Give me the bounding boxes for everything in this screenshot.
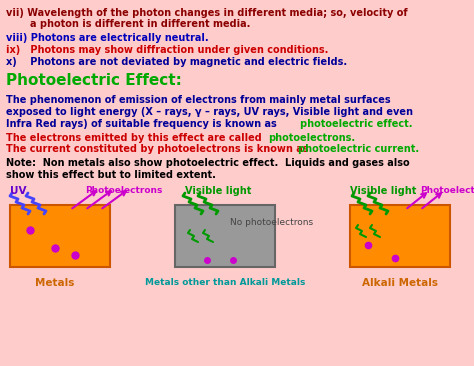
Text: viii) Photons are electrically neutral.: viii) Photons are electrically neutral. [6, 33, 209, 43]
Text: The electrons emitted by this effect are called: The electrons emitted by this effect are… [6, 133, 262, 143]
Text: photoelectric current.: photoelectric current. [298, 144, 419, 154]
Text: photoelectric effect.: photoelectric effect. [300, 119, 412, 129]
Text: Metals other than Alkali Metals: Metals other than Alkali Metals [145, 278, 305, 287]
Text: Photoelectrons: Photoelectrons [420, 186, 474, 195]
Text: No photoelectrons: No photoelectrons [230, 218, 313, 227]
Bar [175, 205, 275, 267]
Text: Infra Red rays) of suitable frequency is known as: Infra Red rays) of suitable frequency is… [6, 119, 277, 129]
Text: The current constituted by photoelectrons is known as: The current constituted by photoelectron… [6, 144, 309, 154]
Text: show this effect but to limited extent.: show this effect but to limited extent. [6, 170, 216, 180]
Text: Note:  Non metals also show photoelectric effect.  Liquids and gases also: Note: Non metals also show photoelectric… [6, 158, 410, 168]
Bar [10, 205, 110, 267]
Text: exposed to light energy (X – rays, γ – rays, UV rays, Visible light and even: exposed to light energy (X – rays, γ – r… [6, 107, 413, 117]
Text: UV: UV [10, 186, 27, 196]
Bar [350, 205, 450, 267]
Text: photoelectrons.: photoelectrons. [268, 133, 355, 143]
Text: Photoelectrons: Photoelectrons [85, 186, 163, 195]
Text: a photon is different in different media.: a photon is different in different media… [30, 19, 250, 29]
Text: Visible light: Visible light [185, 186, 251, 196]
Text: Alkali Metals: Alkali Metals [362, 278, 438, 288]
Text: x)    Photons are not deviated by magnetic and electric fields.: x) Photons are not deviated by magnetic … [6, 57, 347, 67]
Text: Metals: Metals [35, 278, 75, 288]
Text: vii) Wavelength of the photon changes in different media; so, velocity of: vii) Wavelength of the photon changes in… [6, 8, 408, 18]
Text: Visible light: Visible light [350, 186, 416, 196]
Text: Photoelectric Effect:: Photoelectric Effect: [6, 73, 182, 88]
Text: The phenomenon of emission of electrons from mainly metal surfaces: The phenomenon of emission of electrons … [6, 95, 391, 105]
Text: ix)   Photons may show diffraction under given conditions.: ix) Photons may show diffraction under g… [6, 45, 328, 55]
